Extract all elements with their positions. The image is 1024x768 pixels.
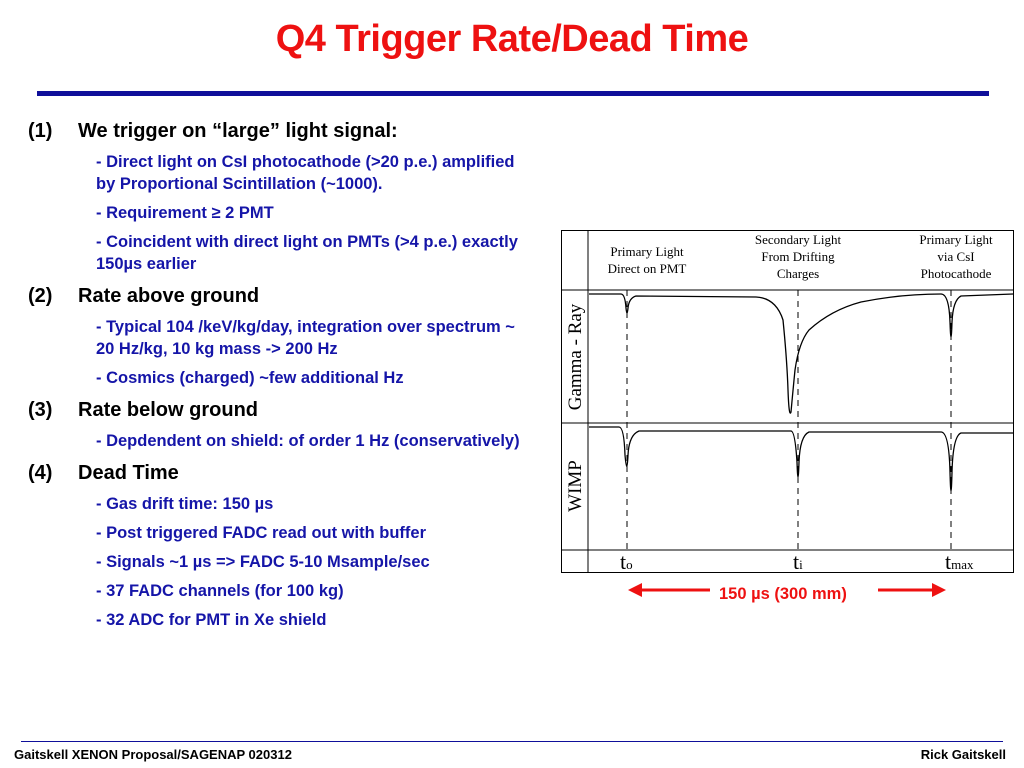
row-label-gamma-ray: Gamma - Ray [565, 303, 586, 410]
item-number: (2) [28, 285, 53, 307]
header-secondary-line1: Secondary Light [755, 232, 842, 247]
sub-point: - Direct light on CsI photocathode (>20 … [96, 153, 515, 193]
time-label-t0: to [620, 549, 633, 574]
sub-points-1: - Direct light on CsI photocathode (>20 … [96, 151, 528, 275]
time-label-tmax: tmax [945, 549, 974, 574]
outline-item-4: (4) Dead Time [28, 462, 528, 485]
item-heading: Dead Time [78, 462, 179, 484]
row-label-wimp: WIMP [565, 460, 586, 512]
outline-item-2: (2) Rate above ground [28, 285, 528, 308]
right-arrowhead-icon [932, 583, 946, 597]
header-csi-line3: Photocathode [921, 266, 992, 281]
left-arrowhead-icon [628, 583, 642, 597]
outline-item-1: (1) We trigger on “large” light signal: [28, 120, 528, 143]
item-heading: We trigger on “large” light signal: [78, 120, 398, 142]
footer-divider [21, 741, 1003, 742]
time-axis-labels: to ti tmax [620, 549, 974, 574]
wimp-waveform [589, 426, 1013, 492]
gamma-ray-waveform [589, 293, 1014, 414]
drift-span-caption: 150 µs (300 mm) [719, 585, 847, 603]
figure-frame [561, 230, 1014, 573]
item-number: (1) [28, 120, 53, 142]
footer-left: Gaitskell XENON Proposal/SAGENAP 020312 [14, 747, 292, 762]
sub-point: - Requirement ≥ 2 PMT [96, 204, 274, 222]
item-heading: Rate above ground [78, 285, 260, 307]
sub-point: - Gas drift time: 150 µs [96, 495, 274, 513]
sub-point: - Signals ~1 µs => FADC 5-10 Msample/sec [96, 553, 430, 571]
sub-point: - Cosmics (charged) ~few additional Hz [96, 369, 404, 387]
sub-point: - Depdendent on shield: of order 1 Hz (c… [96, 432, 520, 450]
sub-point: - 32 ADC for PMT in Xe shield [96, 611, 327, 629]
sub-point: - Coincident with direct light on PMTs (… [96, 233, 518, 273]
slide-title: Q4 Trigger Rate/Dead Time [275, 18, 749, 60]
outline-list: (1) We trigger on “large” light signal: … [28, 120, 528, 641]
item-heading: Rate below ground [78, 399, 258, 421]
item-number: (3) [28, 399, 53, 421]
time-label-ti: ti [793, 549, 803, 574]
header-secondary-line2: From Drifting [761, 249, 835, 264]
header-primary-pmt-line2: Direct on PMT [608, 261, 687, 276]
sub-point: - 37 FADC channels (for 100 kg) [96, 582, 344, 600]
footer-right: Rick Gaitskell [920, 747, 1006, 762]
header-csi-line1: Primary Light [919, 232, 993, 247]
header-csi-line2: via CsI [937, 249, 974, 264]
outline-item-3: (3) Rate below ground [28, 399, 528, 422]
sub-points-3: - Depdendent on shield: of order 1 Hz (c… [96, 430, 528, 452]
item-number: (4) [28, 462, 53, 484]
sub-points-4: - Gas drift time: 150 µs - Post triggere… [96, 493, 528, 631]
waveform-figure: Primary Light Direct on PMT Secondary Li… [561, 230, 1014, 574]
header-secondary-line3: Charges [777, 266, 819, 281]
header-primary-pmt-line1: Primary Light [610, 244, 684, 259]
figure-headers: Primary Light Direct on PMT Secondary Li… [608, 232, 993, 281]
sub-point: - Post triggered FADC read out with buff… [96, 524, 427, 542]
span-arrows [628, 583, 946, 597]
title-divider [37, 91, 989, 96]
sub-point: - Typical 104 /keV/kg/day, integration o… [96, 318, 515, 358]
sub-points-2: - Typical 104 /keV/kg/day, integration o… [96, 316, 528, 389]
